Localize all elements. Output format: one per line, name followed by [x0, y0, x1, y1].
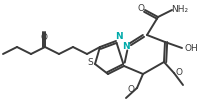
Text: O: O — [137, 4, 144, 13]
Text: S: S — [87, 58, 93, 67]
Text: N: N — [115, 31, 123, 40]
Text: O: O — [128, 84, 135, 94]
Text: O: O — [41, 32, 48, 41]
Text: NH₂: NH₂ — [171, 5, 188, 14]
Text: OH: OH — [184, 43, 198, 52]
Text: N: N — [122, 41, 130, 50]
Text: O: O — [176, 68, 183, 76]
